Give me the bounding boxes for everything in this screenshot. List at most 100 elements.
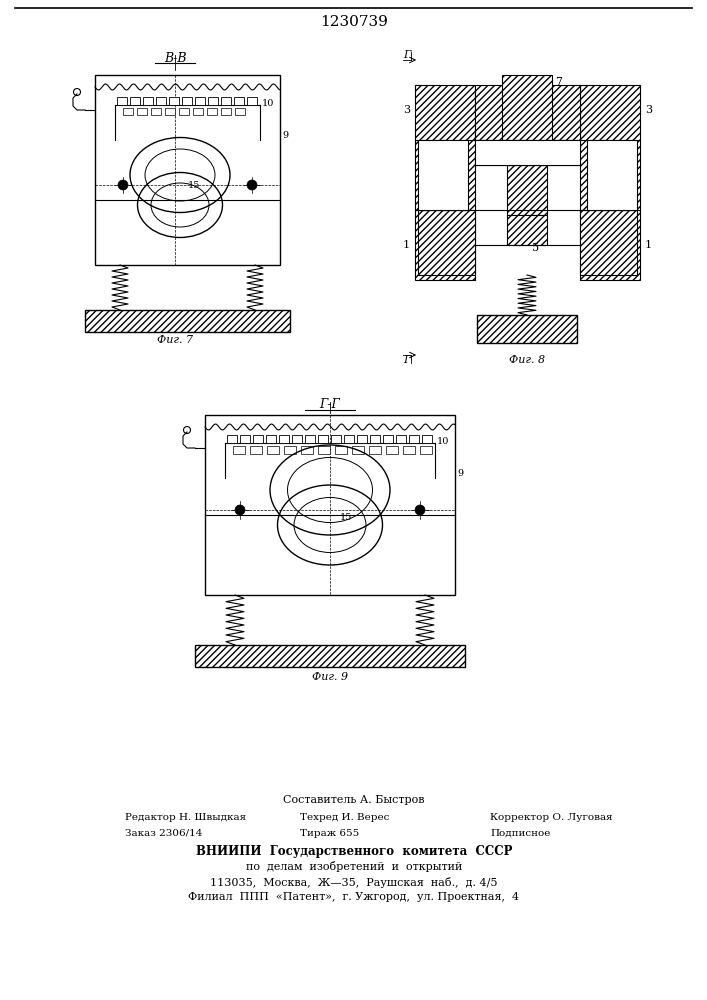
Bar: [193, 108, 203, 115]
Bar: [292, 435, 302, 443]
Text: Г-Г: Г-Г: [320, 398, 340, 412]
Bar: [143, 97, 153, 105]
Bar: [422, 435, 432, 443]
Bar: [475, 140, 580, 165]
Text: Редактор Н. Швыдкая: Редактор Н. Швыдкая: [125, 814, 246, 822]
Bar: [117, 97, 127, 105]
Text: 1: 1: [645, 240, 652, 250]
Bar: [418, 140, 468, 210]
Bar: [507, 215, 547, 245]
Bar: [370, 435, 380, 443]
Bar: [415, 85, 475, 280]
Bar: [344, 435, 354, 443]
Text: Подписное: Подписное: [490, 828, 550, 838]
Bar: [318, 446, 330, 454]
Text: 1: 1: [403, 240, 410, 250]
Bar: [580, 85, 640, 280]
Circle shape: [247, 180, 257, 190]
Bar: [179, 108, 189, 115]
Circle shape: [118, 180, 128, 190]
Bar: [420, 446, 432, 454]
Text: 3: 3: [403, 105, 410, 115]
Bar: [195, 645, 465, 667]
Bar: [195, 97, 205, 105]
Text: по  делам  изобретений  и  открытий: по делам изобретений и открытий: [246, 861, 462, 872]
Bar: [156, 97, 166, 105]
Bar: [507, 165, 547, 215]
Bar: [357, 435, 367, 443]
Bar: [182, 97, 192, 105]
Text: 9: 9: [457, 468, 463, 478]
Text: Техред И. Верес: Техред И. Верес: [300, 814, 390, 822]
Text: 3: 3: [645, 105, 652, 115]
Bar: [396, 435, 406, 443]
Text: 1230739: 1230739: [320, 15, 388, 29]
Bar: [234, 97, 244, 105]
Bar: [301, 446, 313, 454]
Text: Г: Г: [403, 50, 411, 60]
Bar: [169, 97, 179, 105]
Bar: [208, 97, 218, 105]
Bar: [205, 415, 455, 595]
Text: 9: 9: [282, 130, 288, 139]
Text: 15: 15: [188, 180, 200, 190]
Bar: [403, 446, 415, 454]
Bar: [284, 446, 296, 454]
Bar: [95, 75, 280, 265]
Bar: [137, 108, 147, 115]
Bar: [409, 435, 419, 443]
Text: Фиг. 7: Фиг. 7: [157, 335, 193, 345]
Text: Фиг. 8: Фиг. 8: [509, 355, 545, 365]
Bar: [85, 310, 290, 332]
Bar: [235, 108, 245, 115]
Bar: [587, 140, 637, 210]
Bar: [221, 108, 231, 115]
Text: 113035,  Москва,  Ж—35,  Раушская  наб.,  д. 4/5: 113035, Москва, Ж—35, Раушская наб., д. …: [210, 876, 498, 888]
Text: Филиал  ППП  «Патент»,  г. Ужгород,  ул. Проектная,  4: Филиал ППП «Патент», г. Ужгород, ул. Про…: [189, 892, 520, 902]
Bar: [207, 108, 217, 115]
Text: 10: 10: [262, 99, 274, 107]
Circle shape: [415, 505, 425, 515]
Bar: [227, 435, 237, 443]
Text: 5: 5: [532, 243, 539, 253]
Bar: [477, 315, 577, 343]
Bar: [335, 446, 347, 454]
Text: 7: 7: [555, 77, 562, 87]
Bar: [266, 435, 276, 443]
Bar: [240, 435, 250, 443]
Bar: [221, 97, 231, 105]
Bar: [318, 435, 328, 443]
Bar: [352, 446, 364, 454]
Bar: [165, 108, 175, 115]
Text: ВНИИПИ  Государственного  комитета  СССР: ВНИИПИ Государственного комитета СССР: [196, 846, 512, 858]
Bar: [580, 210, 637, 275]
Bar: [369, 446, 381, 454]
Bar: [418, 210, 475, 275]
Text: Тираж 655: Тираж 655: [300, 828, 359, 838]
Text: В-В: В-В: [164, 51, 186, 64]
Text: Заказ 2306/14: Заказ 2306/14: [125, 828, 202, 838]
Bar: [331, 435, 341, 443]
Bar: [233, 446, 245, 454]
Bar: [151, 108, 161, 115]
Text: Фиг. 9: Фиг. 9: [312, 672, 348, 682]
Text: Корректор О. Луговая: Корректор О. Луговая: [490, 814, 613, 822]
Bar: [475, 85, 525, 140]
Bar: [386, 446, 398, 454]
Bar: [253, 435, 263, 443]
Text: Составитель А. Быстров: Составитель А. Быстров: [284, 795, 425, 805]
Bar: [267, 446, 279, 454]
Text: Г: Г: [403, 355, 411, 365]
Bar: [247, 97, 257, 105]
Bar: [305, 435, 315, 443]
Bar: [130, 97, 140, 105]
Text: 10: 10: [437, 436, 450, 446]
Text: 15: 15: [340, 514, 352, 522]
Circle shape: [235, 505, 245, 515]
Bar: [502, 75, 552, 140]
Bar: [279, 435, 289, 443]
Bar: [123, 108, 133, 115]
Bar: [530, 85, 580, 140]
Bar: [250, 446, 262, 454]
Bar: [383, 435, 393, 443]
